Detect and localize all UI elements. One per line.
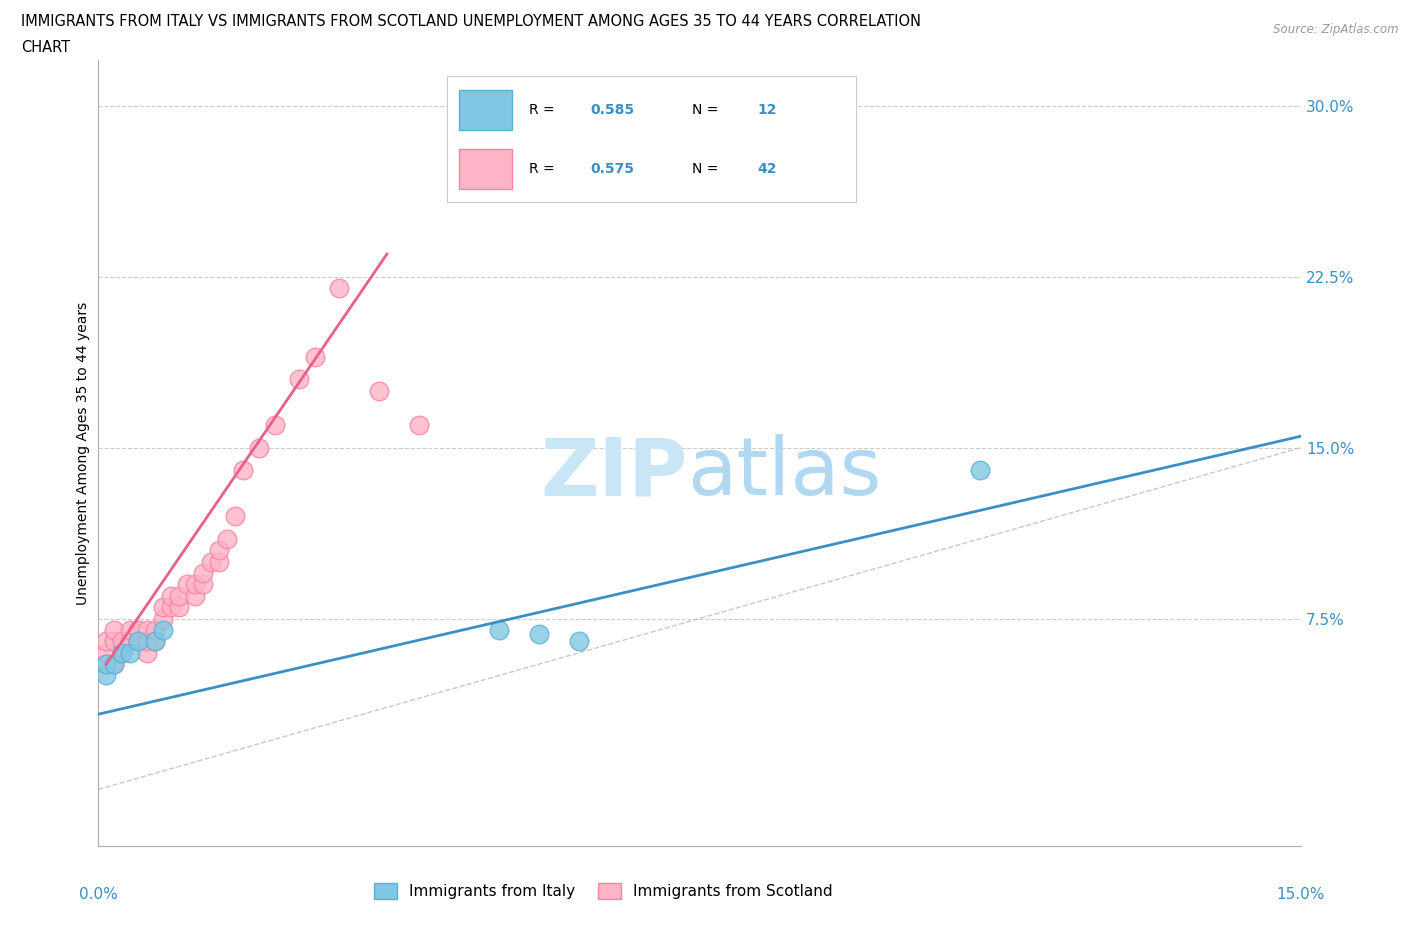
Point <box>120 622 142 637</box>
Point <box>408 418 430 432</box>
Point <box>103 634 125 649</box>
Point <box>143 622 166 637</box>
Point <box>488 622 510 637</box>
Point <box>128 634 150 649</box>
Point <box>224 509 246 524</box>
Text: atlas: atlas <box>688 434 882 512</box>
Point <box>263 418 285 432</box>
Point <box>247 440 270 455</box>
Point <box>135 645 157 660</box>
Point <box>96 657 118 671</box>
Point <box>135 634 157 649</box>
Point <box>208 554 231 569</box>
Text: 15.0%: 15.0% <box>1277 887 1324 902</box>
Point <box>368 383 391 398</box>
Point <box>328 281 350 296</box>
Point <box>568 634 591 649</box>
Point <box>288 372 311 387</box>
Point <box>96 668 118 683</box>
Point <box>215 531 238 546</box>
Point <box>111 645 134 660</box>
Point <box>183 577 205 591</box>
Point <box>96 657 118 671</box>
Text: 0.0%: 0.0% <box>79 887 118 902</box>
Text: IMMIGRANTS FROM ITALY VS IMMIGRANTS FROM SCOTLAND UNEMPLOYMENT AMONG AGES 35 TO : IMMIGRANTS FROM ITALY VS IMMIGRANTS FROM… <box>21 14 921 29</box>
Point <box>152 600 174 615</box>
Point <box>159 589 181 604</box>
Point <box>969 463 991 478</box>
Point <box>103 657 125 671</box>
Point <box>103 622 125 637</box>
Point <box>128 622 150 637</box>
Point <box>167 589 190 604</box>
Point <box>183 589 205 604</box>
Text: CHART: CHART <box>21 40 70 55</box>
Point <box>159 600 181 615</box>
Point <box>103 657 125 671</box>
Point <box>191 565 214 580</box>
Point <box>111 634 134 649</box>
Text: Source: ZipAtlas.com: Source: ZipAtlas.com <box>1274 23 1399 36</box>
Point <box>120 645 142 660</box>
Point <box>191 577 214 591</box>
Point <box>135 622 157 637</box>
Point <box>152 622 174 637</box>
Point <box>488 144 510 159</box>
Point <box>143 634 166 649</box>
Point <box>96 634 118 649</box>
Point <box>96 645 118 660</box>
Text: ZIP: ZIP <box>540 434 688 512</box>
Point <box>143 634 166 649</box>
Legend: Immigrants from Italy, Immigrants from Scotland: Immigrants from Italy, Immigrants from S… <box>368 877 839 906</box>
Point <box>152 611 174 626</box>
Point <box>200 554 222 569</box>
Point <box>529 627 551 642</box>
Point <box>304 349 326 364</box>
Y-axis label: Unemployment Among Ages 35 to 44 years: Unemployment Among Ages 35 to 44 years <box>76 301 90 605</box>
Point <box>120 634 142 649</box>
Point <box>232 463 254 478</box>
Point <box>128 634 150 649</box>
Point <box>111 645 134 660</box>
Point <box>176 577 198 591</box>
Point <box>167 600 190 615</box>
Point <box>208 543 231 558</box>
